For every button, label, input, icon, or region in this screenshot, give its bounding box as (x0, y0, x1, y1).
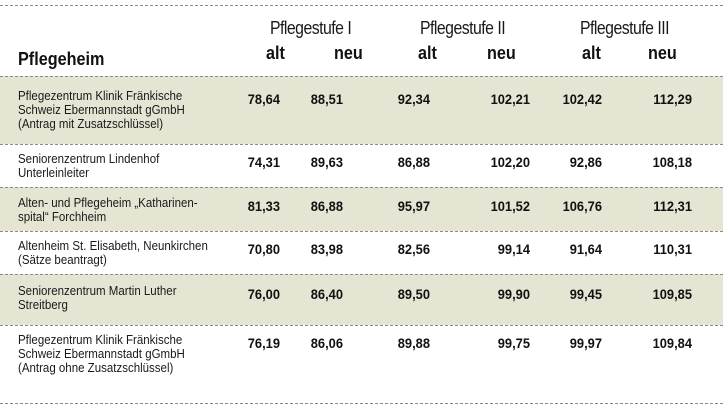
column-header-pflegeheim: Pflegeheim (18, 49, 105, 69)
cell-stufe2-alt: 89,88 (397, 335, 430, 351)
cell-stufe2-neu: 99,75 (497, 335, 530, 351)
cell-stufe2-neu: 102,21 (490, 91, 530, 107)
table-header: Pflegestufe I Pflegestufe II Pflegestufe… (0, 6, 723, 78)
row-name: Seniorenzentrum Lindenhof Unterleinleite… (18, 152, 160, 180)
cell-stufe2-alt: 86,88 (397, 154, 430, 170)
cell-stufe3-neu: 110,31 (653, 241, 692, 257)
cell-stufe1-alt: 76,19 (247, 335, 280, 351)
cell-stufe3-alt: 91,64 (569, 241, 602, 257)
cell-stufe3-alt: 99,45 (569, 286, 602, 302)
cell-stufe1-alt: 81,33 (247, 198, 280, 214)
cell-stufe3-neu: 109,85 (652, 286, 692, 302)
column-header-stufe2-neu: neu (487, 43, 516, 63)
cell-stufe2-alt: 82,56 (397, 241, 430, 257)
column-header-stufe1-alt: alt (266, 43, 285, 63)
row-name: Seniorenzentrum Martin Luther Streitberg (18, 284, 177, 312)
cell-stufe3-neu: 112,31 (653, 198, 692, 214)
table-row: Seniorenzentrum Lindenhof Unterleinleite… (0, 144, 723, 187)
cell-stufe2-neu: 99,90 (497, 286, 530, 302)
column-header-stufe3-alt: alt (582, 43, 601, 63)
cell-stufe1-alt: 78,64 (247, 91, 280, 107)
cell-stufe2-alt: 95,97 (397, 198, 430, 214)
cell-stufe3-alt: 99,97 (569, 335, 602, 351)
group-label-pflegestufe-1: Pflegestufe I (270, 18, 352, 38)
top-divider (0, 5, 723, 6)
cell-stufe1-neu: 86,40 (310, 286, 343, 302)
row-name: Altenheim St. Elisabeth, Neunkirchen (Sä… (18, 239, 208, 267)
column-header-stufe1-neu: neu (334, 43, 363, 63)
cell-stufe3-neu: 108,18 (652, 154, 692, 170)
cell-stufe3-alt: 102,42 (562, 91, 602, 107)
cell-stufe3-neu: 109,84 (652, 335, 692, 351)
cell-stufe1-neu: 89,63 (310, 154, 343, 170)
table-row: Seniorenzentrum Martin Luther Streitberg… (0, 274, 723, 325)
group-label-pflegestufe-2: Pflegestufe II (420, 18, 506, 38)
cell-stufe1-neu: 88,51 (310, 91, 343, 107)
cell-stufe1-alt: 76,00 (247, 286, 280, 302)
table-row: Alten- und Pflegeheim „Katharinen- spita… (0, 187, 723, 231)
cell-stufe1-neu: 83,98 (310, 241, 343, 257)
cell-stufe2-neu: 102,20 (490, 154, 530, 170)
cell-stufe3-alt: 92,86 (569, 154, 602, 170)
cell-stufe2-alt: 92,34 (397, 91, 430, 107)
table-row: Altenheim St. Elisabeth, Neunkirchen (Sä… (0, 231, 723, 274)
column-header-stufe3-neu: neu (648, 43, 677, 63)
cell-stufe2-neu: 99,14 (497, 241, 530, 257)
cell-stufe1-alt: 74,31 (247, 154, 280, 170)
table-row: Pflegezentrum Klinik Fränkische Schweiz … (0, 76, 723, 144)
row-name: Alten- und Pflegeheim „Katharinen- spita… (18, 196, 198, 224)
group-label-pflegestufe-3: Pflegestufe III (580, 18, 669, 38)
row-name: Pflegezentrum Klinik Fränkische Schweiz … (18, 89, 185, 131)
cell-stufe1-neu: 86,88 (310, 198, 343, 214)
column-header-stufe2-alt: alt (418, 43, 437, 63)
table-row: Pflegezentrum Klinik Fränkische Schweiz … (0, 325, 723, 382)
cell-stufe1-alt: 70,80 (247, 241, 280, 257)
bottom-divider (0, 403, 723, 404)
table-body: Pflegezentrum Klinik Fränkische Schweiz … (0, 76, 723, 382)
cell-stufe2-alt: 89,50 (397, 286, 430, 302)
cell-stufe2-neu: 101,52 (490, 198, 530, 214)
row-name: Pflegezentrum Klinik Fränkische Schweiz … (18, 333, 185, 375)
cell-stufe3-alt: 106,76 (562, 198, 602, 214)
cell-stufe1-neu: 86,06 (310, 335, 343, 351)
cell-stufe3-neu: 112,29 (653, 91, 692, 107)
